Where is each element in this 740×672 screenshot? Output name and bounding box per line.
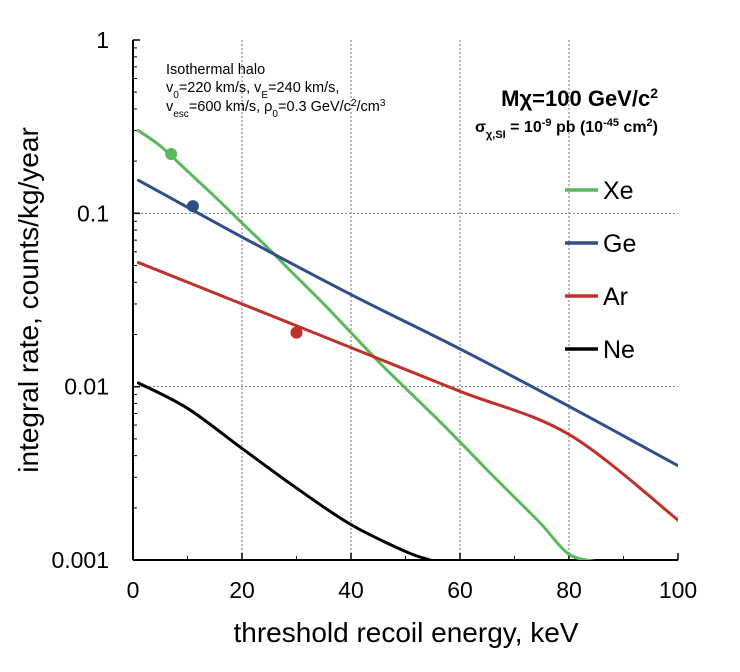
legend-label-ge: Ge	[603, 230, 636, 258]
halo-density-line: vesc=600 km/s, ρ0=0.3 GeV/c2/cm3	[166, 98, 386, 120]
tick-labels: 0 20 40 60 80 100 0.001 0.01 0.1 1	[51, 27, 697, 603]
x-tick-label: 0	[127, 577, 140, 603]
cross-section-annotation: σχ,SI = 10-9 pb (10-45 cm2)	[475, 117, 658, 141]
grid	[133, 40, 678, 560]
legend-label-ar: Ar	[603, 283, 628, 311]
legend: Xe Ge Ar Ne	[565, 177, 636, 364]
series-line-xe	[136, 129, 597, 560]
y-tick-label: 0.001	[51, 547, 109, 573]
y-axis-title: integral rate, counts/kg/year	[13, 127, 44, 473]
mass-annotation: Mχ=100 GeV/c2	[501, 85, 658, 111]
series-lines	[136, 129, 678, 560]
series-markers	[165, 147, 303, 339]
x-axis-title: threshold recoil energy, keV	[234, 617, 579, 648]
series-marker-ar	[290, 326, 303, 339]
series-marker-xe	[165, 147, 178, 160]
halo-annotation: Isothermal halo v0=220 km/s, vE=240 km/s…	[166, 62, 386, 120]
y-tick-label: 0.01	[64, 374, 109, 400]
legend-label-xe: Xe	[603, 177, 634, 205]
x-tick-label: 20	[229, 577, 255, 603]
x-tick-label: 100	[659, 577, 697, 603]
y-tick-label: 1	[96, 27, 109, 53]
series-line-ge	[136, 178, 678, 468]
series-line-ne	[136, 381, 432, 560]
series-line-ar	[136, 261, 678, 522]
x-tick-label: 80	[556, 577, 582, 603]
y-tick-label: 0.1	[77, 200, 109, 226]
series-marker-ge	[186, 200, 199, 213]
axes	[132, 39, 679, 561]
halo-velocity-line: v0=220 km/s, vE=240 km/s,	[166, 80, 339, 101]
legend-label-ne: Ne	[603, 336, 635, 364]
x-tick-label: 40	[338, 577, 364, 603]
halo-title: Isothermal halo	[166, 62, 265, 78]
x-tick-label: 60	[447, 577, 473, 603]
